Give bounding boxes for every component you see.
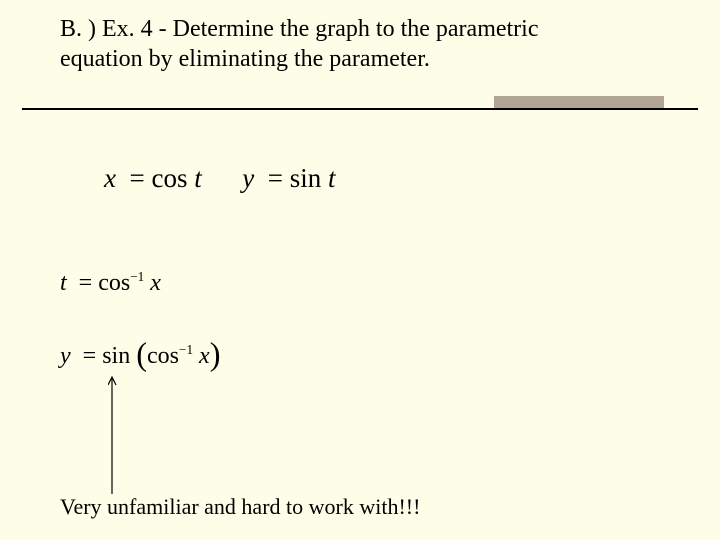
footer-comment: Very unfamiliar and hard to work with!!! [60, 494, 420, 520]
eq3-lhs: y [60, 343, 71, 369]
eq1-x-arg: t [194, 163, 202, 193]
title-area: B. ) Ex. 4 - Determine the graph to the … [0, 0, 720, 74]
title-line-2: equation by eliminating the parameter. [60, 44, 660, 74]
eq1-y-lhs: y [242, 163, 254, 193]
close-paren: ) [210, 337, 221, 373]
equals-sign: = [79, 270, 93, 296]
equation-t-solved: t = cos−1 x [60, 269, 161, 297]
eq3-sin: sin [102, 343, 130, 369]
equals-sign: = [129, 163, 144, 193]
equals-sign: = [268, 163, 283, 193]
divider-line [22, 108, 698, 110]
eq3-arg: x [199, 343, 210, 369]
open-paren: ( [136, 337, 147, 373]
eq1-y-arg: t [328, 163, 336, 193]
eq1-cos: cos [151, 163, 187, 193]
eq1-sin: sin [290, 163, 322, 193]
eq3-exp: −1 [179, 342, 193, 357]
eq2-exp: −1 [130, 269, 144, 284]
title-line-1: B. ) Ex. 4 - Determine the graph to the … [60, 14, 660, 44]
eq3-cos: cos [147, 343, 179, 369]
eq2-lhs: t [60, 270, 67, 296]
eq2-cos: cos [98, 270, 130, 296]
eq2-arg: x [150, 270, 161, 296]
divider [22, 108, 698, 110]
equation-parametric: x = cos t y = sin t [104, 163, 335, 194]
equation-y-substituted: y = sin (cos−1 x) [60, 335, 221, 372]
arrow-icon [108, 376, 120, 496]
equals-sign: = [83, 343, 97, 369]
eq1-x-lhs: x [104, 163, 116, 193]
divider-accent-bar [494, 96, 664, 108]
